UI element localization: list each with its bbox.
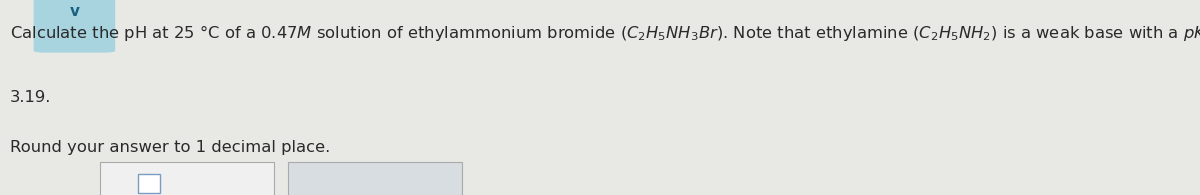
Text: Calculate the pH at 25 $\degree$C of a 0.47$M$ solution of ethylammonium bromide: Calculate the pH at 25 $\degree$C of a 0… (10, 23, 1200, 43)
FancyBboxPatch shape (34, 0, 115, 53)
FancyBboxPatch shape (138, 174, 160, 193)
Text: v: v (70, 4, 79, 19)
FancyBboxPatch shape (100, 162, 274, 195)
Text: 3.19.: 3.19. (10, 90, 50, 105)
Text: Round your answer to 1 decimal place.: Round your answer to 1 decimal place. (10, 140, 330, 155)
FancyBboxPatch shape (288, 162, 462, 195)
